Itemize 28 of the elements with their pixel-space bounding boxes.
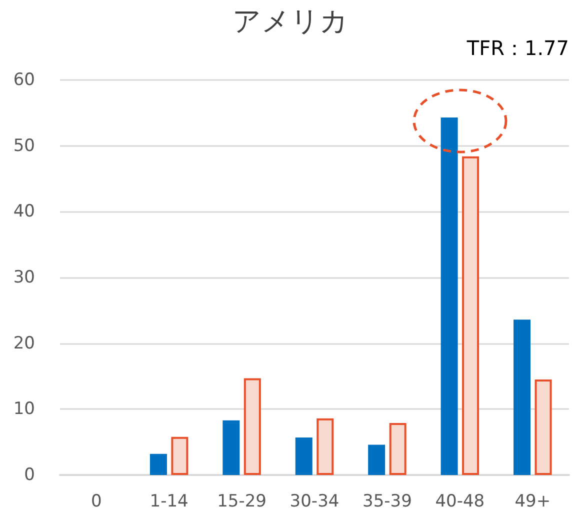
x-tick-label: 15-29 [217, 492, 266, 512]
y-tick-label: 50 [13, 136, 35, 156]
bar [244, 378, 261, 475]
x-tick-label: 40-48 [435, 492, 485, 512]
bar [440, 118, 458, 475]
bar [462, 156, 480, 475]
bar [389, 422, 406, 475]
chart-title: アメリカ [232, 4, 348, 38]
bar [222, 420, 240, 475]
bar [316, 418, 334, 475]
x-tick-label: 0 [90, 492, 102, 512]
y-tick-label: 60 [13, 70, 35, 90]
bar [150, 454, 167, 475]
y-tick-label: 10 [13, 399, 35, 420]
x-tick-label: 49+ [514, 492, 551, 512]
bar [171, 436, 188, 475]
y-tick-label: 30 [13, 268, 35, 288]
bar [368, 444, 386, 475]
y-tick-label: 0 [24, 465, 35, 485]
y-tick-label: 20 [13, 333, 35, 354]
bar [295, 437, 312, 475]
bar [514, 320, 531, 475]
x-tick-label: 1-14 [150, 492, 188, 512]
x-tick-label: 30-34 [290, 492, 340, 512]
y-tick-label: 40 [13, 202, 35, 222]
x-tick-label: 35-39 [362, 492, 412, 512]
bar [534, 380, 552, 475]
text: TFR：1.77 [466, 36, 570, 60]
